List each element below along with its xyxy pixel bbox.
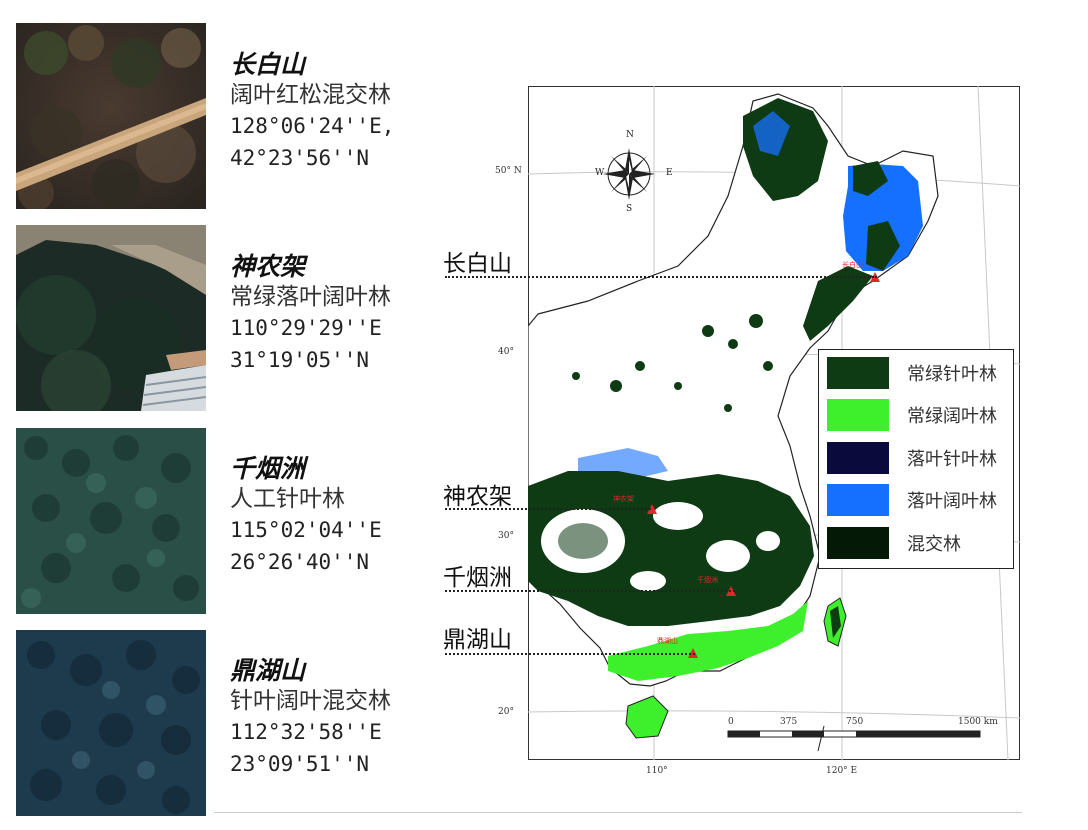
scale-tick-0: 0 — [728, 717, 734, 727]
scale-tick-1500: 1500 km — [958, 717, 998, 727]
map-marker-label-qianyanzhou: 千烟洲 — [697, 576, 718, 584]
map-marker-label-changbaishan: 长白山 — [842, 261, 863, 269]
compass-rose-icon — [603, 148, 655, 200]
site-name: 神农架 — [230, 252, 306, 281]
latitude: 42°23'56''N — [230, 146, 370, 170]
leader-line-changbaishan — [445, 276, 877, 278]
forest-type: 常绿落叶阔叶林 — [230, 284, 391, 310]
compass-label-w: W — [595, 168, 605, 178]
legend-swatch — [827, 484, 889, 516]
legend-item: 常绿阔叶林 — [827, 399, 1007, 433]
legend-swatch — [827, 357, 889, 389]
site-photo-shennongjia — [16, 225, 206, 411]
legend-label: 混交林 — [907, 534, 961, 555]
scale-tick-375: 375 — [780, 717, 798, 727]
lat-label-30: 30° — [498, 531, 514, 541]
callout-changbaishan: 长白山 — [443, 251, 512, 277]
callout-dinghushan: 鼎湖山 — [443, 627, 512, 653]
callout-shennongjia: 神农架 — [443, 484, 512, 510]
legend-label: 落叶针叶林 — [907, 449, 997, 470]
legend-label: 常绿阔叶林 — [907, 406, 997, 427]
legend-item: 常绿针叶林 — [827, 357, 1007, 391]
leader-line-qianyanzhou — [445, 590, 735, 592]
lon-label-120: 120° E — [826, 766, 858, 776]
site-photo-dinghushan — [16, 630, 206, 816]
legend-swatch — [827, 442, 889, 474]
lat-label-50: 50° N — [495, 166, 522, 176]
legend-swatch — [827, 399, 889, 431]
site-info-dinghushan: 鼎湖山 针叶阔叶混交林 112°32'58''E 23°09'51''N — [230, 656, 391, 780]
site-name: 长白山 — [230, 50, 306, 79]
leader-line-shennongjia — [445, 508, 651, 510]
map-marker-label-dinghushan: 鼎湖山 — [657, 637, 678, 645]
legend-label: 常绿针叶林 — [907, 364, 997, 385]
longitude: 115°02'04''E — [230, 518, 382, 542]
compass-label-s: S — [626, 204, 633, 214]
legend-item: 落叶针叶林 — [827, 442, 1007, 476]
longitude: 128°06'24''E, — [230, 114, 395, 138]
leader-line-dinghushan — [445, 653, 695, 655]
scale-tick-750: 750 — [846, 717, 864, 727]
lat-label-20: 20° — [498, 707, 514, 717]
callout-qianyanzhou: 千烟洲 — [443, 565, 512, 591]
compass-label-e: E — [666, 168, 673, 178]
longitude: 112°32'58''E — [230, 720, 382, 744]
latitude: 26°26'40''N — [230, 550, 370, 574]
map-marker-label-shennongjia: 神农架 — [613, 495, 634, 503]
lat-label-40: 40° — [498, 347, 514, 357]
forest-type: 阔叶红松混交林 — [230, 82, 391, 108]
legend-swatch — [827, 527, 889, 559]
map-legend: 常绿针叶林 常绿阔叶林 落叶针叶林 落叶阔叶林 混交林 — [818, 349, 1014, 569]
latitude: 23°09'51''N — [230, 752, 370, 776]
longitude: 110°29'29''E — [230, 316, 382, 340]
legend-item: 混交林 — [827, 527, 1007, 561]
compass-label-n: N — [626, 130, 634, 140]
site-photo-changbaishan — [16, 23, 206, 209]
latitude: 31°19'05''N — [230, 348, 370, 372]
legend-label: 落叶阔叶林 — [907, 491, 997, 512]
site-info-qianyanzhou: 千烟洲 人工针叶林 115°02'04''E 26°26'40''N — [230, 454, 382, 578]
legend-item: 落叶阔叶林 — [827, 484, 1007, 518]
forest-type: 针叶阔叶混交林 — [230, 688, 391, 714]
lon-label-110: 110° — [646, 766, 668, 776]
bottom-divider — [214, 812, 1022, 813]
site-photo-qianyanzhou — [16, 428, 206, 614]
site-name: 千烟洲 — [230, 454, 306, 483]
site-info-shennongjia: 神农架 常绿落叶阔叶林 110°29'29''E 31°19'05''N — [230, 252, 391, 376]
forest-type: 人工针叶林 — [230, 486, 345, 512]
site-name: 鼎湖山 — [230, 656, 306, 685]
site-info-changbaishan: 长白山 阔叶红松混交林 128°06'24''E, 42°23'56''N — [230, 50, 394, 174]
